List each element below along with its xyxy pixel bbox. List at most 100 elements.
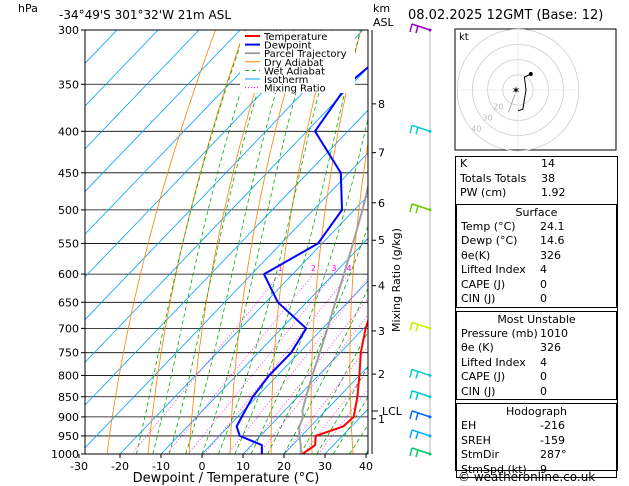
skewt-axes: 3003504004505005506006507007508008509009…: [51, 24, 403, 473]
pressure-tick-label: 1000: [51, 448, 79, 461]
km-tick-label: 2: [378, 368, 385, 381]
index-label: PW (cm): [460, 186, 507, 199]
index-value: 38: [541, 171, 555, 185]
most-unstable-label: CAPE (J): [461, 370, 506, 383]
most-unstable-label: Pressure (mb): [461, 326, 538, 340]
most-unstable-row: CAPE (J) 0: [457, 370, 616, 385]
hodograph-title: Hodograph: [506, 405, 567, 418]
mixing-ratio-label: 3: [331, 264, 336, 273]
lcl-label: LCL: [382, 405, 403, 418]
pressure-tick-label: 650: [58, 296, 79, 309]
pressure-tick-label: 350: [58, 78, 79, 91]
km-tick-label: 7: [378, 147, 385, 160]
x-tick-label: -20: [111, 460, 129, 473]
wet-adiabat-line: [316, 365, 368, 454]
wind-barb: [409, 390, 432, 400]
km-label: km: [373, 2, 390, 15]
plot-frame: [84, 29, 369, 455]
km-tick-label: 3: [378, 325, 385, 338]
temperature-line: [301, 318, 368, 454]
surface-label: Lifted Index: [461, 263, 526, 276]
most-unstable-row: Lifted Index 4: [457, 356, 616, 371]
dewpoint-line: [235, 65, 368, 454]
dry-adiabat-line: [106, 30, 216, 454]
wet-adiabat-line: [283, 287, 368, 454]
km-tick-label: 5: [378, 234, 385, 247]
most-unstable-label: Lifted Index: [461, 355, 526, 369]
wet-adiabat-line: [168, 30, 277, 454]
index-value: 1.92: [541, 186, 566, 199]
legend-label: Dry Adiabat: [264, 58, 323, 69]
surface-value: 24.1: [540, 219, 565, 233]
most-unstable-row: θe (K) 326: [457, 341, 616, 356]
hodograph-ring-label: 30: [482, 114, 492, 123]
mixing-ratio-label: 20: [437, 264, 447, 273]
x-tick-label: 40: [359, 460, 373, 473]
most-unstable-row: CIN (J) 0: [457, 385, 616, 400]
most-unstable-value: 0: [540, 370, 547, 383]
surface-row: Temp (°C) 24.1: [457, 220, 616, 235]
hodograph-param-label: StmSpd (kt): [461, 462, 527, 476]
wet-adiabat-line: [300, 330, 368, 454]
most-unstable-value: 4: [540, 355, 547, 369]
index-row: K 14: [456, 157, 617, 172]
isotherm-line: [85, 152, 368, 449]
mixing-ratio-label: 2: [311, 264, 316, 273]
surface-title: Surface: [515, 205, 558, 219]
mixing-ratio-axis-title: Mixing Ratio (g/kg): [390, 228, 403, 332]
wind-barb: [409, 321, 432, 332]
wet-adiabat-line: [234, 30, 361, 454]
most-unstable-value: 0: [540, 384, 547, 398]
km-tick-label: 4: [378, 280, 385, 293]
legend-label: Mixing Ratio: [264, 84, 326, 95]
pressure-tick-label: 600: [58, 268, 79, 281]
hodograph-param-value: -159: [540, 433, 565, 447]
mixing-ratio-line: [204, 273, 350, 454]
hodograph-param-label: EH: [461, 419, 477, 432]
pressure-tick-label: 700: [58, 322, 79, 335]
surface-value: 326: [540, 248, 561, 262]
mixing-ratio-label: 15: [419, 264, 429, 273]
pressure-tick-label: 550: [58, 237, 79, 250]
hodograph-param-label: StmDir: [461, 448, 500, 461]
mixing-ratio-label: 6: [369, 264, 374, 273]
surface-label: Dewp (°C): [461, 234, 518, 247]
legend-label: Parcel Trajectory: [264, 49, 347, 60]
hodograph-ring-label: 20: [493, 103, 503, 112]
legend-label: Isotherm: [264, 75, 308, 86]
wet-adiabat-line: [250, 117, 368, 454]
isotherm-line: [85, 30, 241, 193]
hodograph-param-value: 9: [540, 462, 547, 476]
mixing-ratio-line: [188, 273, 335, 454]
datetime-title: 08.02.2025 12GMT (Base: 12): [408, 8, 603, 23]
indices-panel: K 14 Totals Totals 38 PW (cm) 1.92 Surface Te…: [455, 156, 618, 478]
hodograph-ring-label: 40: [471, 125, 481, 134]
isotherm-line: [85, 30, 282, 235]
mixing-ratio-label: 1: [278, 264, 283, 273]
dry-adiabat-line: [147, 30, 245, 454]
wet-adiabat-line: [185, 30, 295, 454]
isotherm-line: [85, 30, 323, 278]
pressure-tick-label: 500: [58, 204, 79, 217]
index-row: Totals Totals 38: [456, 172, 617, 187]
km-tick-label: 8: [378, 98, 385, 111]
most-unstable-label: CIN (J): [461, 384, 496, 398]
surface-section: Surface Temp (°C) 24.1 Dewp (°C) 14.6 θe(K) 3…: [456, 203, 617, 308]
wind-barb: [409, 410, 432, 421]
wind-barb: [409, 447, 432, 458]
surface-value: 4: [540, 263, 547, 276]
mixing-ratio-line: [258, 314, 368, 454]
surface-row: Dewp (°C) 14.6: [457, 234, 616, 249]
hodograph-param-row: StmSpd (kt) 9: [457, 463, 616, 478]
wind-barb: [409, 368, 432, 379]
isotherm-line: [85, 30, 159, 107]
most-unstable-value: 326: [540, 341, 561, 354]
dry-adiabat-line: [621, 30, 629, 454]
skewt-grid: 12346810152025: [85, 30, 629, 454]
pressure-tick-label: 400: [58, 125, 79, 138]
isotherm-line: [85, 109, 368, 406]
pressure-tick-label: 300: [58, 24, 79, 37]
wet-adiabat-line: [332, 396, 368, 454]
